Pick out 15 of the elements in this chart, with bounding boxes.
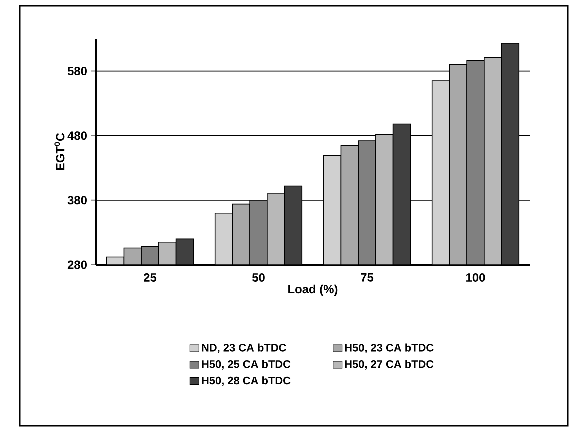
y-axis-title: EGT$^{0}$C: [54, 133, 65, 170]
y-tick-label: 480: [68, 132, 87, 140]
x-tick-label: 75: [361, 274, 374, 282]
y-tick-label: 580: [68, 67, 87, 76]
x-tick-label: 25: [144, 274, 157, 282]
x-axis-title: Load (%): [288, 284, 338, 296]
x-tick-label: 100: [466, 274, 486, 282]
x-tick-label: 50: [252, 274, 265, 282]
legend-label: H50, 25 CA bTDC: [202, 360, 291, 370]
y-tick-label: 380: [68, 196, 87, 205]
y-tick-label: 280: [68, 260, 87, 270]
legend-label: H50, 27 CA bTDC: [345, 360, 434, 370]
legend-label: H50, 28 CA bTDC: [202, 376, 291, 386]
legend-label: ND, 23 CA bTDC: [202, 344, 286, 354]
legend-label: H50, 23 CA bTDC: [345, 344, 434, 354]
